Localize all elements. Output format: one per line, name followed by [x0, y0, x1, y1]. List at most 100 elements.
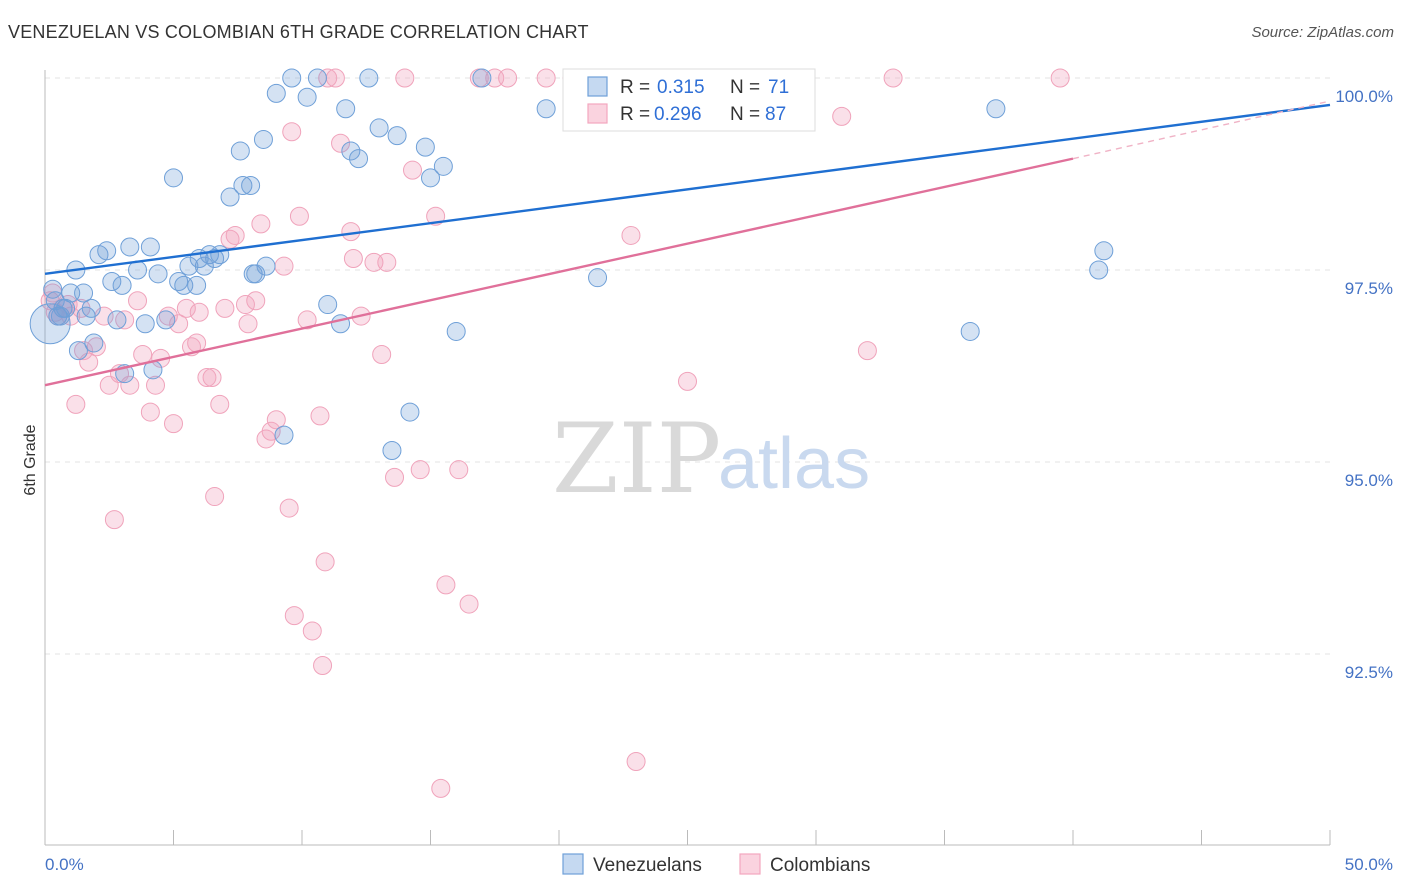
gridlines: [45, 77, 1330, 655]
bottom-legend-swatch-colombians: [739, 853, 761, 875]
colombians-point: [318, 68, 338, 88]
venezuelans-point: [68, 341, 88, 361]
colombians-point: [883, 68, 903, 88]
venezuelans-point: [135, 314, 155, 334]
colombians-point: [251, 214, 271, 234]
venezuelans-point: [29, 303, 71, 345]
colombians-point: [410, 460, 430, 480]
colombians-point: [372, 344, 392, 364]
venezuelans-point: [446, 321, 466, 341]
colombians-point: [197, 368, 217, 388]
bottom-legend-colombians: Colombians: [770, 855, 870, 876]
legend-r-label-2: R =: [620, 104, 650, 125]
colombians-point: [498, 68, 518, 88]
colombians-point: [115, 310, 135, 330]
venezuelans-point: [472, 68, 492, 88]
venezuelans-point: [43, 279, 63, 299]
venezuelans-point: [253, 129, 273, 149]
venezuelans-point: [297, 87, 317, 107]
colombians-point: [140, 402, 160, 422]
venezuelans-point: [986, 99, 1006, 119]
colombians-point: [225, 225, 245, 245]
venezuelans-point: [400, 402, 420, 422]
venezuelans-point: [74, 283, 94, 303]
colombians-point: [215, 298, 235, 318]
colombians-point: [274, 256, 294, 276]
colombians-point: [146, 375, 166, 395]
venezuelans-point: [102, 272, 122, 292]
venezuelans-point: [282, 68, 302, 88]
legend-swatch-colombians: [587, 103, 608, 124]
venezuelans-point: [140, 237, 160, 257]
venezuelans-point: [241, 176, 261, 196]
x-tick-label-min: 0.0%: [45, 855, 84, 874]
x-tick-label-max: 50.0%: [1345, 855, 1393, 874]
legend-n-label-2: N =: [730, 104, 760, 125]
watermark-zip: ZIP: [552, 403, 721, 515]
venezuelans-point: [97, 241, 117, 261]
source-label: Source: ZipAtlas.com: [1251, 24, 1394, 41]
venezuelans-point: [588, 268, 608, 288]
venezuelans-point: [48, 306, 68, 326]
watermark-atlas: atlas: [718, 424, 870, 504]
colombians-point: [331, 133, 351, 153]
legend-r-label-1: R =: [620, 77, 650, 98]
venezuelans-point: [369, 118, 389, 138]
colombians-point: [169, 314, 189, 334]
legend-n-value-2: 87: [765, 104, 786, 125]
colombians-point: [626, 752, 646, 772]
colombians-point: [74, 341, 94, 361]
colombians-point: [325, 68, 345, 88]
colombians-point: [678, 371, 697, 391]
y-tick-label-2: 97.5%: [1345, 279, 1393, 298]
legend-r-value-1: 0.315: [657, 77, 705, 98]
colombians-point: [189, 302, 209, 322]
venezuelans-point: [256, 256, 276, 276]
colombians-point: [621, 225, 641, 245]
colombians-point: [310, 406, 330, 426]
colombians-point: [282, 122, 302, 142]
venezuelans-point: [210, 245, 230, 265]
venezuelans-point: [266, 83, 286, 103]
colombians-point: [220, 229, 240, 249]
venezuelans-point: [164, 168, 183, 188]
stats-legend: R = 0.315 N = 71 R = 0.296 N = 87: [562, 68, 816, 132]
trend-lines: [44, 100, 1331, 387]
colombians-point: [235, 295, 255, 315]
colombians-point: [284, 606, 304, 626]
chart-title: VENEZUELAN VS COLOMBIAN 6TH GRADE CORREL…: [8, 22, 589, 42]
colombians-point: [1050, 68, 1070, 88]
colombians-point: [459, 594, 479, 614]
colombians-point: [377, 252, 397, 272]
venezuelans-trend-line: [44, 103, 1331, 276]
venezuelans-point: [156, 310, 176, 330]
colombians-point: [832, 106, 852, 126]
colombians-point: [266, 410, 286, 430]
colombians-point: [133, 344, 153, 364]
colombians-point: [431, 778, 451, 798]
series-legend: Venezuelans Colombians: [562, 853, 870, 876]
y-axis-label: 6th Grade: [22, 424, 39, 495]
venezuelans-point: [148, 264, 168, 284]
legend-n-value-1: 71: [768, 77, 789, 98]
venezuelans-point: [387, 126, 407, 146]
venezuelans-point: [359, 68, 379, 88]
y-tick-label-3: 100.0%: [1335, 87, 1393, 106]
legend-swatch-venezuelans: [587, 76, 608, 97]
colombians-point: [313, 656, 333, 676]
y-tick-label-0: 92.5%: [1345, 663, 1393, 682]
colombians-point: [449, 460, 469, 480]
y-tick-label-1: 95.0%: [1345, 471, 1393, 490]
legend-n-label-1: N =: [730, 77, 760, 98]
venezuelans-point: [107, 310, 127, 330]
venezuelans-point: [349, 149, 369, 169]
venezuelans-point: [433, 156, 453, 176]
colombians-trend-line: [44, 157, 1074, 387]
venezuelans-point: [960, 321, 980, 341]
venezuelans-point: [1089, 260, 1109, 280]
colombians-point: [315, 552, 335, 572]
colombians-point: [128, 291, 148, 311]
colombians-point: [246, 291, 266, 311]
y-tick-labels: 92.5% 95.0% 97.5% 100.0%: [1335, 87, 1393, 682]
venezuelans-point: [187, 275, 207, 295]
